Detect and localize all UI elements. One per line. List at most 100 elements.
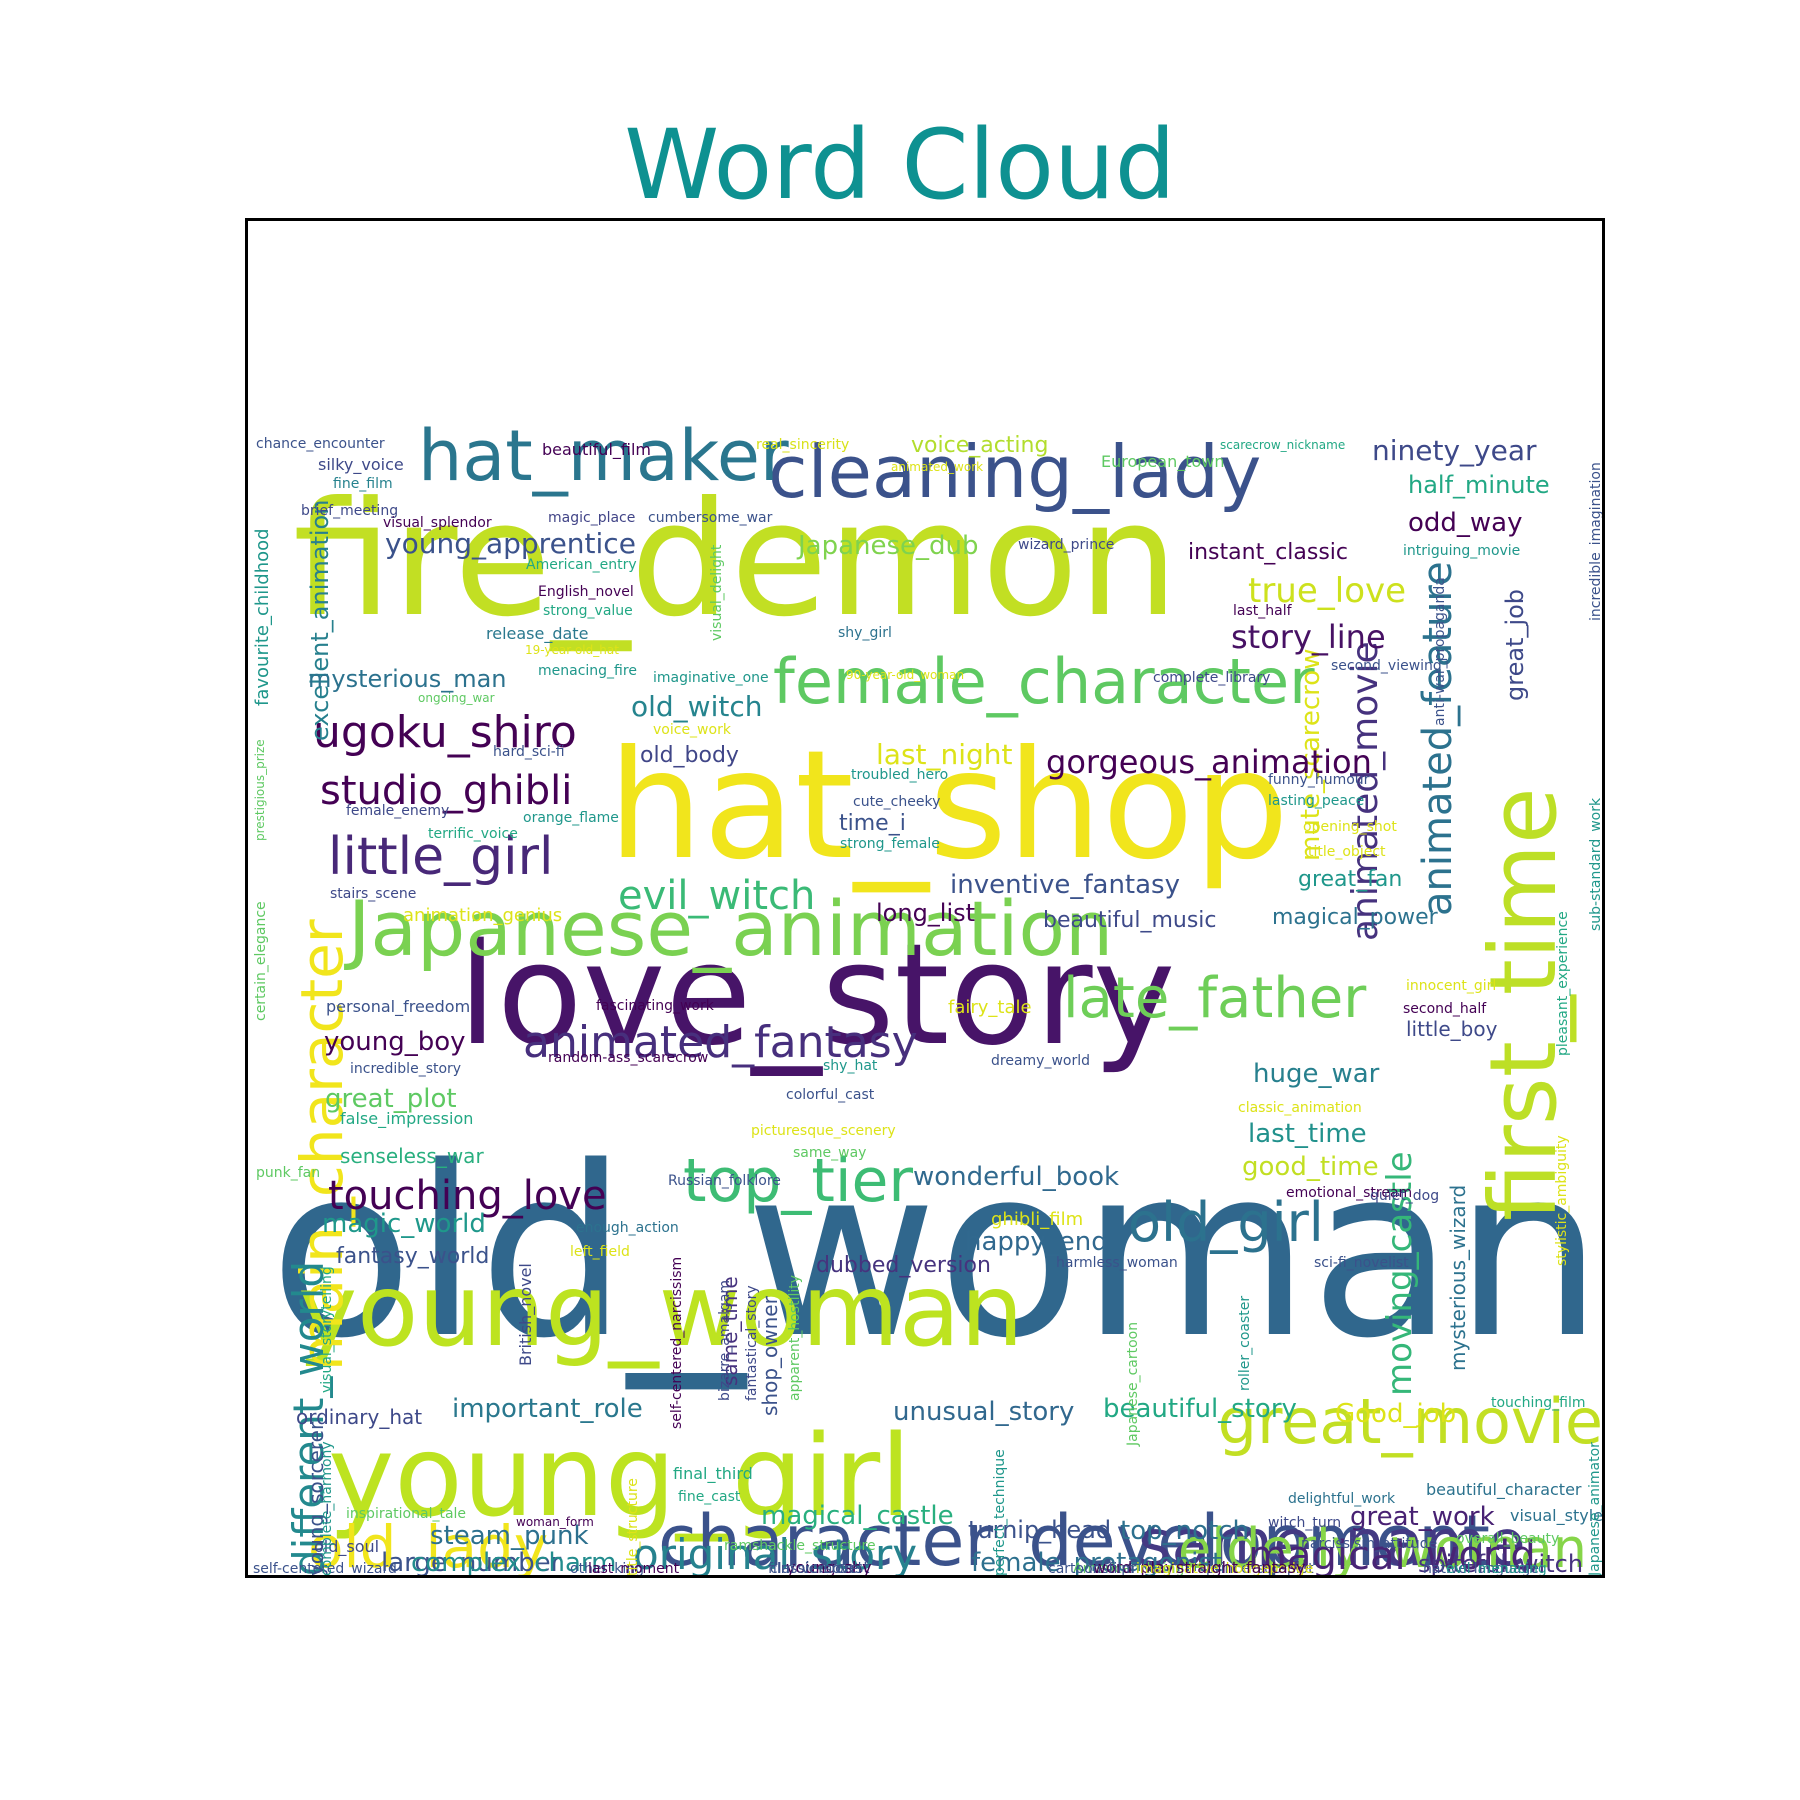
word-silky-voice: silky_voice xyxy=(318,455,404,474)
word-orange-flame: orange_flame xyxy=(523,810,619,826)
word-american-entry: American_entry xyxy=(526,557,637,573)
word-incredible-story: incredible_story xyxy=(350,1061,462,1077)
word-enough-action: enough_action xyxy=(576,1220,679,1236)
word-top-tier: top_tier xyxy=(683,1146,914,1216)
word-fantastical-story: fantastical_story xyxy=(744,1285,760,1401)
word-sci-fi-novelist: sci-fi_novelist xyxy=(1314,1255,1409,1271)
word-false-impression: false_impression xyxy=(340,1109,474,1128)
word-old-girl: old_girl xyxy=(1128,1191,1324,1254)
word-touching-love: touching_love xyxy=(328,1173,607,1219)
word-fire-demon: fire_demon xyxy=(293,468,1179,652)
word-instant-classic: instant_classic xyxy=(1188,540,1349,565)
word-real-sincerity: real_sincerity xyxy=(756,437,850,453)
word-strong-female: strong_female xyxy=(840,836,940,852)
word-love-story: love_story xyxy=(458,914,1176,1077)
word-narcissism-attitude: narcissism_attitude xyxy=(1301,1536,1438,1552)
word-excellent-animation: excellent_animation xyxy=(306,499,334,741)
word-young-boy: young_boy xyxy=(324,1027,466,1057)
word-magical-world: magical_world xyxy=(1248,1533,1536,1578)
word-old-body: old_body xyxy=(640,743,739,768)
word-19-year-old-hat: 19-year-old_hat xyxy=(525,643,619,657)
word-story-line: story_line xyxy=(1231,618,1386,656)
word-witch-turn: witch_turn xyxy=(1268,1515,1342,1531)
word-title-object: title_object xyxy=(1308,844,1386,860)
word-shop-owner: shop_owner xyxy=(758,1296,782,1416)
word-japanese-cartoon: Japanese_cartoon xyxy=(1125,1321,1141,1446)
word-cartoon-film: cartoon_film xyxy=(1048,1561,1135,1577)
word-imaginative-one: imaginative_one xyxy=(653,670,769,686)
word-ghibli-film: ghibli_film xyxy=(991,1209,1084,1230)
word-spiteful-witch: spiteful_witch xyxy=(1418,1550,1584,1578)
word-russian-folklore: Russian_folklore xyxy=(668,1173,781,1189)
word-emotional-stream: emotional_stream xyxy=(1286,1185,1413,1201)
word-lost-prince: lost_prince xyxy=(1089,1561,1165,1577)
word-unusual-story: unusual_story xyxy=(893,1397,1075,1427)
word-fairy-tale: fairy_tale xyxy=(948,997,1032,1018)
word-overall-beauty: overall_beauty xyxy=(1456,1531,1560,1547)
word-great-fan: great_fan xyxy=(1298,867,1403,892)
word-word-play: word_play xyxy=(1093,1558,1175,1577)
word-intriguing-movie: intriguing_movie xyxy=(1403,543,1521,559)
word-top-notch: top_notch xyxy=(1120,1516,1249,1546)
word-stylistic-ambiguity: stylistic_ambiguity xyxy=(1554,1135,1570,1266)
word-lasting-peace: lasting_peace xyxy=(1268,793,1365,809)
word-anti-war-propaganda: anti-war_propaganda xyxy=(1432,577,1448,726)
word-female-protagonist: female_protagonist xyxy=(971,1548,1223,1578)
word-wizard-prince: wizard_prince xyxy=(1018,537,1115,553)
word-strong-value: strong_value xyxy=(543,603,633,619)
word-young-shy: young_shy xyxy=(786,1558,872,1577)
word-fine-cast: fine_cast xyxy=(678,1489,741,1505)
word-young-girl: young_girl xyxy=(328,1412,912,1542)
word-fantasy-world: fantasy_world xyxy=(336,1244,490,1269)
word-ninety-year: ninety_year xyxy=(1372,434,1537,467)
word-true-love: true_love xyxy=(1248,571,1407,611)
word-gorgeous-animation: gorgeous_animation xyxy=(1046,743,1372,781)
word-ongoing-war: ongoing_war xyxy=(418,691,495,705)
word-prince-sub-plot: prince_sub-plot xyxy=(1206,1561,1314,1577)
word-cute-cheeky: cute_cheeky xyxy=(853,794,941,810)
word-visual-splendor: visual_splendor xyxy=(383,515,492,531)
word-odd-way: odd_way xyxy=(1408,508,1523,538)
word-good-time: good_time xyxy=(1242,1152,1379,1182)
word-mysterious-man: mysterious_man xyxy=(308,665,507,693)
word-original-story: original_story xyxy=(633,1530,918,1578)
word-great-job: great_job xyxy=(1501,588,1529,701)
word-apparent-hostility: apparent_hostility xyxy=(787,1274,803,1401)
word-voice-acting: voice_acting xyxy=(911,433,1049,458)
word-beautiful-story: beautiful_story xyxy=(1103,1394,1297,1424)
word-inventive-fantasy: inventive_fantasy xyxy=(950,870,1180,900)
word-magical-castle: magical_castle xyxy=(761,1501,954,1531)
word-great-plot: great_plot xyxy=(325,1084,457,1114)
word-self-centered-narcissism: self-centered_narcissism xyxy=(669,1256,685,1429)
word-straight-fantasy: straight_fantasy xyxy=(1176,1558,1306,1577)
word-scarecrow-nickname: scarecrow_nickname xyxy=(1220,438,1346,452)
word-complete-harmony: complete_harmony xyxy=(319,1441,335,1576)
word-old-soul: old_soul xyxy=(314,1537,380,1556)
word-film-version: film_version xyxy=(768,1561,853,1577)
word-english-novel: English_novel xyxy=(538,584,634,600)
word-personal-freedom: personal_freedom xyxy=(326,997,471,1016)
word-ramshackle-structure: ramshackle_structure xyxy=(724,1538,876,1554)
word-great-movie: great_movie xyxy=(1217,1385,1603,1458)
word-magical-power: magical_power xyxy=(1272,905,1438,930)
word-inspirational-tale: inspirational_tale xyxy=(346,1506,467,1522)
word-young-woman: young_woman xyxy=(298,1252,1024,1369)
word-cloud-area: old_woman love_story fire_demon hat_shop you… xyxy=(245,218,1605,1578)
word-fine-film: fine_film xyxy=(333,476,393,492)
word-little-boy: little_boy xyxy=(1406,1017,1498,1041)
word-cleaning-lady: cleaning_lady xyxy=(768,430,1262,514)
word-visual-delight: visual_delight xyxy=(709,544,725,641)
word-little-girl: little_girl xyxy=(328,827,554,887)
word-japanese-animation: Japanese_animation xyxy=(348,884,1114,973)
word-elderly-woman: elderly_woman xyxy=(1178,1517,1588,1578)
word-stairs-scene: stairs_scene xyxy=(330,886,417,902)
word-voice-cast: voice_cast xyxy=(786,1558,870,1577)
word-senseless-war: senseless_war xyxy=(340,1144,484,1168)
word-studio-ghibli: studio_ghibli xyxy=(320,768,573,814)
word-punk-fan: punk_fan xyxy=(256,1165,321,1181)
word-happy-end: happy_end xyxy=(965,1227,1108,1257)
word-random-ass-scarecrow: random-ass_scarecrow xyxy=(548,1050,709,1066)
word-wonderful-book: wonderful_book xyxy=(913,1162,1120,1192)
word-picturesque-scenery: picturesque_scenery xyxy=(751,1123,896,1139)
word-90-year-old-woman: 90-year-old_woman xyxy=(846,668,965,682)
